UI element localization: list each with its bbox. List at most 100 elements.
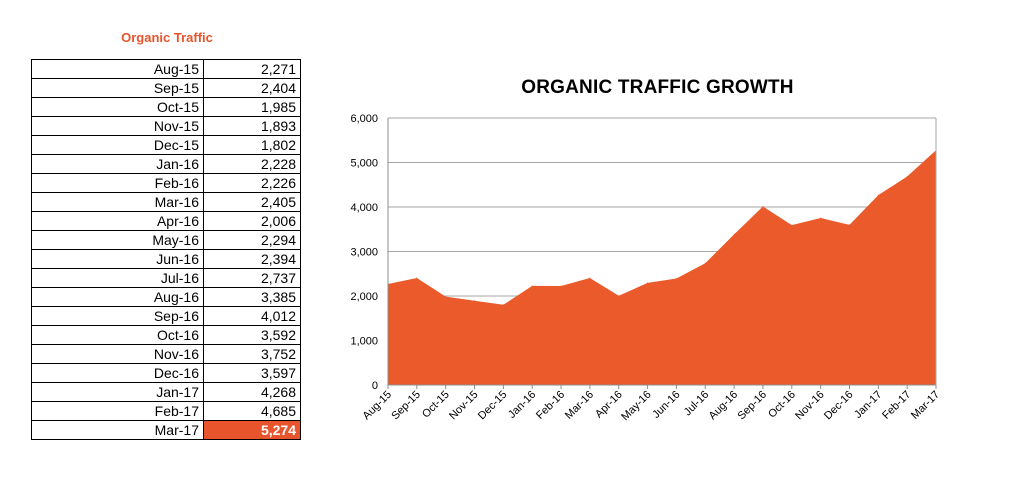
table-row: Nov-16 3,752	[31, 344, 301, 364]
data-point	[474, 300, 476, 302]
data-point	[618, 295, 620, 297]
x-tick-label: Feb-17	[880, 389, 913, 422]
data-point	[877, 194, 879, 196]
table-cell-month: Nov-15	[31, 116, 204, 136]
x-tick-label: Nov-16	[793, 389, 827, 423]
table-cell-month: Jan-16	[31, 154, 204, 174]
y-tick-label: 1,000	[350, 336, 378, 348]
table-cell-value: 1,985	[203, 97, 301, 117]
x-tick-label: Dec-15	[476, 389, 510, 423]
x-tick-label: Feb-16	[534, 389, 567, 422]
y-tick-label: 3,000	[350, 247, 378, 259]
x-tick-label: Mar-16	[563, 389, 596, 422]
x-tick-label: Dec-16	[822, 389, 856, 423]
table-cell-month: Jul-16	[31, 268, 204, 288]
table-cell-month: Nov-16	[31, 344, 204, 364]
organic-traffic-table: Aug-15 2,271 Sep-15 2,404 Oct-15 1,985 Nov-15 1…	[31, 59, 301, 440]
y-tick-label: 0	[372, 380, 378, 392]
table-cell-month: Dec-15	[31, 135, 204, 155]
table-cell-value: 5,274	[203, 420, 301, 440]
table-cell-month: Feb-17	[31, 401, 204, 421]
table-cell-value: 2,271	[203, 59, 301, 79]
table-cell-month: Jun-16	[31, 249, 204, 269]
table-cell-month: Aug-16	[31, 287, 204, 307]
chart-title: ORGANIC TRAFFIC GROWTH	[521, 77, 794, 98]
table-cell-value: 4,012	[203, 306, 301, 326]
x-tick-label: Sep-15	[389, 389, 423, 423]
traffic-area-series	[388, 150, 936, 385]
x-tick-label: Aug-15	[361, 389, 395, 423]
table-row: Feb-16 2,226	[31, 173, 301, 193]
table-row: Oct-15 1,985	[31, 97, 301, 117]
table-row: Mar-17 5,274	[31, 420, 301, 440]
x-tick-label: Sep-16	[735, 389, 769, 423]
data-point	[502, 304, 504, 306]
table-cell-month: Oct-16	[31, 325, 204, 345]
table-row: May-16 2,294	[31, 230, 301, 250]
data-point	[560, 285, 562, 287]
table-row: Feb-17 4,685	[31, 401, 301, 421]
x-tick-label: Oct-15	[420, 389, 452, 421]
table-row: Nov-15 1,893	[31, 116, 301, 136]
table-cell-value: 2,404	[203, 78, 301, 98]
data-point	[791, 224, 793, 226]
data-point	[416, 277, 418, 279]
table-cell-value: 1,893	[203, 116, 301, 136]
x-tick-label: May-16	[619, 389, 653, 423]
table-row: Oct-16 3,592	[31, 325, 301, 345]
table-row: Aug-16 3,385	[31, 287, 301, 307]
x-tick-label: Mar-17	[909, 389, 942, 422]
table-cell-month: Aug-15	[31, 59, 204, 79]
table-cell-value: 2,394	[203, 249, 301, 269]
data-point	[820, 217, 822, 219]
table-cell-month: Sep-16	[31, 306, 204, 326]
table-cell-value: 1,802	[203, 135, 301, 155]
table-cell-value: 2,226	[203, 173, 301, 193]
data-point	[675, 277, 677, 279]
x-tick-label: Nov-15	[447, 389, 481, 423]
table-cell-value: 3,752	[203, 344, 301, 364]
table-cell-value: 2,294	[203, 230, 301, 250]
table-row: Jan-17 4,268	[31, 382, 301, 402]
table-cell-value: 3,592	[203, 325, 301, 345]
table-row: Dec-16 3,597	[31, 363, 301, 383]
table-cell-value: 2,228	[203, 154, 301, 174]
table-cell-month: Mar-16	[31, 192, 204, 212]
table-row: Sep-16 4,012	[31, 306, 301, 326]
data-point	[848, 224, 850, 226]
table-cell-month: Sep-15	[31, 78, 204, 98]
table-cell-value: 2,405	[203, 192, 301, 212]
data-point	[589, 277, 591, 279]
table-cell-month: May-16	[31, 230, 204, 250]
table-cell-month: Feb-16	[31, 173, 204, 193]
table-row: Sep-15 2,404	[31, 78, 301, 98]
x-tick-label: Jun-16	[650, 389, 682, 421]
organic-traffic-area-chart: 01,0002,0003,0004,0005,0006,000Aug-15Sep…	[350, 113, 942, 423]
table-cell-month: Jan-17	[31, 382, 204, 402]
table-cell-value: 2,737	[203, 268, 301, 288]
table-cell-value: 4,268	[203, 382, 301, 402]
data-point	[647, 282, 649, 284]
table-row: Jul-16 2,737	[31, 268, 301, 288]
table-row: Dec-15 1,802	[31, 135, 301, 155]
table-cell-month: Mar-17	[31, 420, 204, 440]
table-cell-month: Oct-15	[31, 97, 204, 117]
y-tick-label: 4,000	[350, 202, 378, 214]
data-point	[531, 285, 533, 287]
table-cell-value: 3,385	[203, 287, 301, 307]
x-tick-label: Jan-16	[506, 389, 538, 421]
table-row: Jan-16 2,228	[31, 154, 301, 174]
table-row: Jun-16 2,394	[31, 249, 301, 269]
x-tick-label: Jan-17	[852, 389, 884, 421]
data-point	[733, 233, 735, 235]
y-tick-label: 6,000	[350, 113, 378, 125]
table-row: Apr-16 2,006	[31, 211, 301, 231]
x-tick-label: Aug-16	[707, 389, 741, 423]
y-tick-label: 5,000	[350, 158, 378, 170]
table-cell-month: Apr-16	[31, 211, 204, 231]
table-title: Organic Traffic	[121, 30, 213, 45]
x-tick-label: Oct-16	[766, 389, 798, 421]
table-cell-value: 2,006	[203, 211, 301, 231]
data-point	[762, 205, 764, 207]
data-point	[445, 296, 447, 298]
